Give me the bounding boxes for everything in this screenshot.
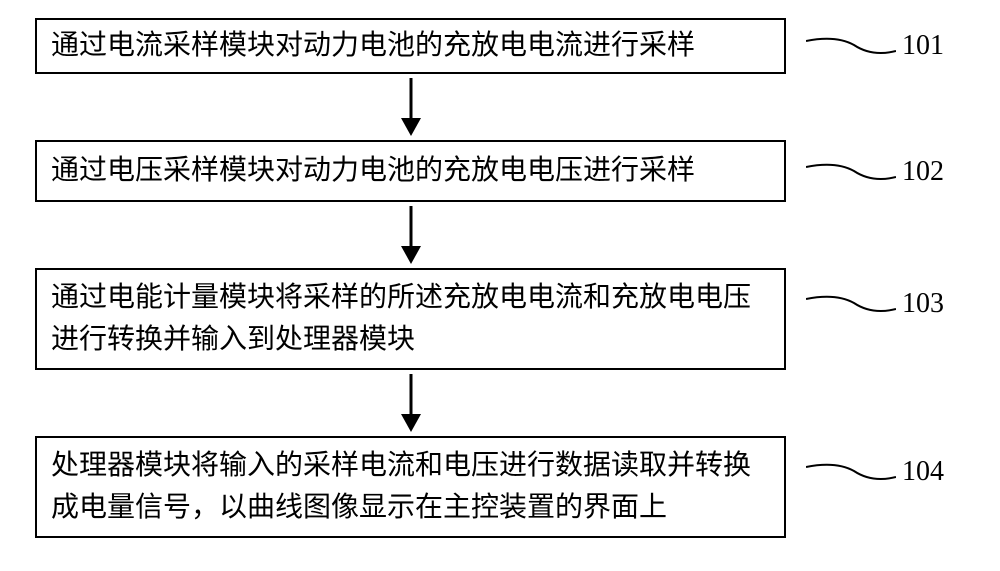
step-text-102: 通过电压采样模块对动力电池的充放电电压进行采样 [51, 150, 695, 192]
arrow-down-icon [396, 78, 426, 136]
arrow-3 [35, 374, 786, 432]
step-row-104: 处理器模块将输入的采样电流和电压进行数据读取并转换成电量信号，以曲线图像显示在主… [35, 436, 965, 538]
flowchart-container: 通过电流采样模块对动力电池的充放电电流进行采样 101 通过电压采样模块对动力电… [35, 18, 965, 538]
curve-icon [806, 35, 896, 57]
step-box-103: 通过电能计量模块将采样的所述充放电电流和充放电电压进行转换并输入到处理器模块 [35, 268, 786, 370]
step-text-101: 通过电流采样模块对动力电池的充放电电流进行采样 [51, 25, 695, 67]
step-label-102: 102 [902, 158, 944, 186]
step-label-104: 104 [902, 458, 944, 486]
step-text-103: 通过电能计量模块将采样的所述充放电电流和充放电电压进行转换并输入到处理器模块 [51, 277, 770, 361]
arrow-2 [35, 206, 786, 264]
step-row-101: 通过电流采样模块对动力电池的充放电电流进行采样 101 [35, 18, 965, 74]
curve-icon [806, 161, 896, 183]
arrow-1 [35, 78, 786, 136]
step-row-102: 通过电压采样模块对动力电池的充放电电压进行采样 102 [35, 140, 965, 202]
step-label-103: 103 [902, 290, 944, 318]
curve-icon [806, 293, 896, 315]
arrow-down-icon [396, 206, 426, 264]
curve-icon [806, 461, 896, 483]
step-row-103: 通过电能计量模块将采样的所述充放电电流和充放电电压进行转换并输入到处理器模块 1… [35, 268, 965, 370]
step-text-104: 处理器模块将输入的采样电流和电压进行数据读取并转换成电量信号，以曲线图像显示在主… [51, 445, 770, 529]
connector-103: 103 [806, 290, 944, 318]
step-label-101: 101 [902, 32, 944, 60]
connector-102: 102 [806, 158, 944, 186]
step-box-102: 通过电压采样模块对动力电池的充放电电压进行采样 [35, 140, 786, 202]
connector-104: 104 [806, 458, 944, 486]
step-box-104: 处理器模块将输入的采样电流和电压进行数据读取并转换成电量信号，以曲线图像显示在主… [35, 436, 786, 538]
arrow-down-icon [396, 374, 426, 432]
connector-101: 101 [806, 32, 944, 60]
step-box-101: 通过电流采样模块对动力电池的充放电电流进行采样 [35, 18, 786, 74]
